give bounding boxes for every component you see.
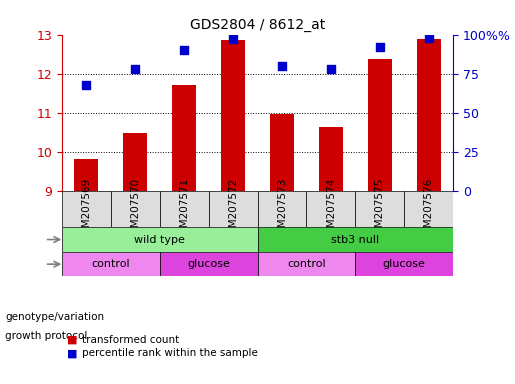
Bar bbox=[221, 40, 245, 191]
Bar bbox=[270, 114, 294, 191]
Text: GSM207570: GSM207570 bbox=[130, 178, 140, 241]
Text: control: control bbox=[92, 259, 130, 269]
Text: GSM207575: GSM207575 bbox=[375, 178, 385, 241]
FancyBboxPatch shape bbox=[258, 191, 306, 227]
Text: GSM207576: GSM207576 bbox=[424, 178, 434, 241]
Title: GDS2804 / 8612_at: GDS2804 / 8612_at bbox=[190, 18, 325, 32]
FancyBboxPatch shape bbox=[62, 252, 160, 276]
FancyBboxPatch shape bbox=[404, 191, 453, 227]
Text: genotype/variation: genotype/variation bbox=[5, 312, 104, 322]
FancyBboxPatch shape bbox=[258, 227, 453, 252]
FancyBboxPatch shape bbox=[160, 191, 209, 227]
Text: ■: ■ bbox=[67, 348, 77, 358]
Point bbox=[229, 36, 237, 42]
Text: glucose: glucose bbox=[383, 259, 426, 269]
Text: GSM207569: GSM207569 bbox=[81, 178, 91, 241]
Bar bbox=[417, 39, 441, 191]
Text: ■: ■ bbox=[67, 335, 77, 345]
Bar bbox=[74, 159, 98, 191]
FancyBboxPatch shape bbox=[258, 252, 355, 276]
Text: GSM207571: GSM207571 bbox=[179, 178, 189, 241]
Bar bbox=[319, 127, 343, 191]
Text: growth protocol: growth protocol bbox=[5, 331, 88, 341]
Point bbox=[82, 82, 91, 88]
Point bbox=[375, 44, 384, 50]
Bar bbox=[172, 85, 196, 191]
Text: GSM207573: GSM207573 bbox=[277, 178, 287, 241]
FancyBboxPatch shape bbox=[62, 227, 258, 252]
Text: GSM207574: GSM207574 bbox=[326, 178, 336, 241]
FancyBboxPatch shape bbox=[111, 191, 160, 227]
Text: wild type: wild type bbox=[134, 235, 185, 245]
Text: percentile rank within the sample: percentile rank within the sample bbox=[82, 348, 259, 358]
FancyBboxPatch shape bbox=[306, 191, 355, 227]
Text: glucose: glucose bbox=[187, 259, 230, 269]
FancyBboxPatch shape bbox=[62, 191, 111, 227]
Point bbox=[180, 47, 188, 53]
Bar bbox=[368, 59, 392, 191]
FancyBboxPatch shape bbox=[160, 252, 258, 276]
Point bbox=[131, 66, 139, 72]
FancyBboxPatch shape bbox=[209, 191, 258, 227]
Text: GSM207572: GSM207572 bbox=[228, 178, 238, 241]
Point bbox=[327, 66, 335, 72]
Text: control: control bbox=[287, 259, 325, 269]
FancyBboxPatch shape bbox=[355, 252, 453, 276]
Point bbox=[278, 63, 286, 69]
Bar bbox=[123, 133, 147, 191]
Point bbox=[424, 35, 433, 41]
Text: stb3 null: stb3 null bbox=[331, 235, 380, 245]
FancyBboxPatch shape bbox=[355, 191, 404, 227]
Text: transformed count: transformed count bbox=[82, 335, 180, 345]
